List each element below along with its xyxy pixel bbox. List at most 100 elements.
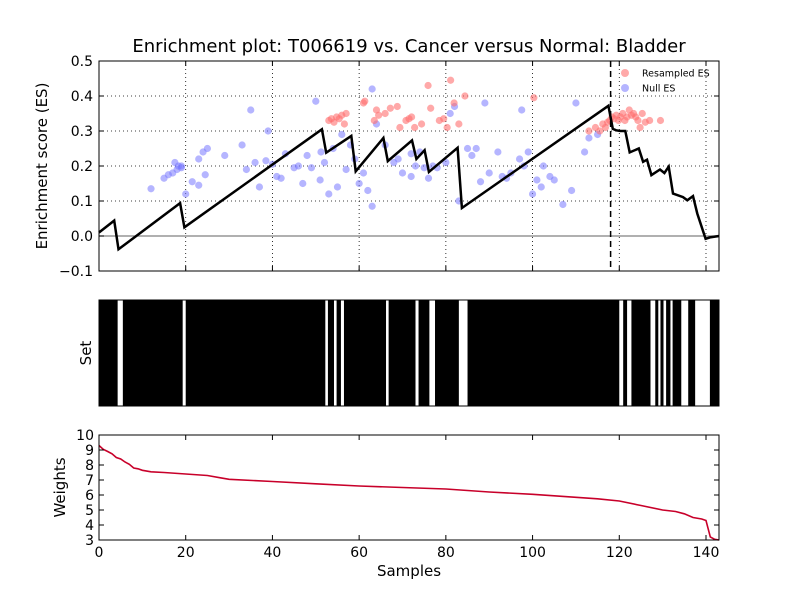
null-es-point	[195, 181, 203, 189]
null-es-point	[446, 109, 454, 118]
null-es-point	[188, 178, 196, 186]
null-es-point	[394, 155, 402, 163]
set-bar	[99, 300, 719, 406]
resampled-es-point	[370, 116, 378, 125]
x-axis-label: Samples	[377, 562, 441, 580]
running-es-line	[98, 103, 720, 252]
null-es-point	[524, 148, 532, 156]
null-es-point	[338, 130, 346, 139]
set-gap	[663, 300, 667, 406]
y-tick-label: 10	[76, 428, 94, 444]
y-tick-label: 3	[85, 533, 94, 549]
null-es-point	[539, 162, 548, 170]
y-axis-label: Weights	[51, 457, 69, 517]
resampled-es-point	[638, 109, 646, 118]
legend: Resampled ES Null ES	[621, 69, 710, 95]
set-gap	[333, 300, 337, 406]
null-es-point	[320, 158, 329, 167]
null-es-point	[262, 157, 270, 165]
null-es-point	[201, 171, 209, 179]
null-es-point	[317, 148, 325, 156]
null-es-point	[203, 144, 211, 153]
null-es-point	[182, 190, 190, 198]
null-es-point	[407, 172, 415, 181]
null-es-point	[294, 162, 303, 170]
resampled-es-point	[408, 113, 416, 121]
legend-resampled-marker	[621, 69, 629, 77]
null-es-point	[537, 183, 545, 191]
set-gap	[650, 300, 656, 406]
resampled-es-point	[342, 109, 350, 118]
y-tick-label: 7	[85, 473, 94, 489]
resampled-es-point	[530, 94, 538, 102]
resampled-es-point	[424, 81, 432, 90]
null-es-point	[251, 158, 259, 167]
resampled-es-point	[375, 111, 383, 119]
null-es-point	[476, 178, 485, 186]
x-tick-label: 60	[350, 545, 368, 561]
set-gap	[681, 300, 689, 406]
chart-title: Enrichment plot: T006619 vs. Cancer vers…	[132, 36, 686, 57]
y-tick-label: 9	[85, 443, 94, 459]
null-es-point	[585, 134, 593, 142]
null-es-point	[325, 190, 333, 198]
null-es-point	[277, 174, 285, 182]
null-es-point	[481, 99, 489, 107]
plot-frame	[98, 434, 720, 541]
resampled-es-point	[443, 123, 451, 132]
y-tick-label: 0.4	[71, 89, 93, 105]
resampled-es-point	[636, 123, 644, 132]
resampled-es-point	[440, 115, 448, 123]
weights-line	[98, 444, 720, 541]
set-gap	[386, 300, 389, 406]
null-es-point	[472, 144, 480, 153]
x-tick-label: 20	[177, 545, 195, 561]
resampled-es-point	[381, 109, 389, 118]
gridlines	[99, 60, 719, 272]
null-es-point	[559, 200, 567, 209]
set-gap	[670, 300, 673, 406]
y-tick-label: 5	[85, 503, 94, 519]
set-gap	[415, 300, 419, 406]
null-es-point	[342, 165, 350, 174]
resampled-es-point	[585, 127, 593, 135]
set-gap	[182, 300, 186, 406]
set-gap	[627, 300, 632, 406]
null-es-point	[550, 176, 558, 184]
null-es-point	[420, 164, 428, 172]
null-es-point	[264, 127, 272, 135]
null-es-point	[299, 179, 307, 188]
resampled-es-point	[417, 120, 426, 128]
legend-null-marker	[621, 84, 629, 92]
resampled-es-point	[455, 120, 463, 128]
set-gap	[325, 300, 328, 406]
null-es-point	[368, 202, 376, 210]
resampled-es-point	[396, 123, 404, 132]
y-tick-label: 8	[85, 458, 94, 474]
resampled-es-point	[447, 76, 455, 84]
null-es-point	[572, 99, 580, 107]
null-es-point	[580, 148, 589, 156]
resampled-es-point	[646, 116, 654, 125]
x-tick-label: 40	[264, 545, 282, 561]
null-es-point	[485, 169, 493, 177]
axis-ticks: −0.1 0.0 0.1 0.2 0.3 0.4 0.5	[59, 54, 719, 280]
null-es-point	[238, 141, 246, 149]
null-es-point	[424, 174, 433, 182]
null-es-point	[515, 155, 524, 163]
resampled-es-point	[450, 99, 458, 107]
null-es-point	[407, 150, 415, 158]
resampled-es-point	[361, 97, 369, 105]
null-es-point	[147, 185, 155, 193]
set-gap	[429, 300, 436, 406]
resampled-es-point	[596, 127, 604, 135]
set-gap	[117, 300, 123, 406]
null-es-point	[463, 144, 472, 153]
null-es-point	[518, 106, 526, 114]
x-tick-label: 120	[606, 545, 633, 561]
running-es-polyline	[98, 103, 720, 252]
null-es-point	[333, 183, 342, 191]
x-tick-label: 140	[693, 545, 720, 561]
